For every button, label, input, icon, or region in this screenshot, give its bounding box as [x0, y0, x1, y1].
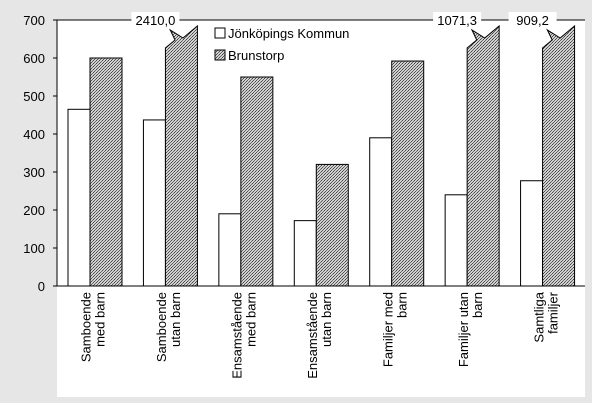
value-label-bg	[131, 12, 180, 28]
bar	[369, 137, 393, 287]
y-tick-label: 300	[23, 165, 45, 180]
bar	[240, 76, 274, 287]
y-tick-label: 700	[23, 13, 45, 28]
legend-label: Jönköpings Kommun	[228, 26, 349, 41]
bar	[89, 57, 123, 287]
y-tick-label: 0	[38, 279, 45, 294]
y-tick-label: 500	[23, 89, 45, 104]
bar	[293, 220, 317, 287]
value-label-bg	[433, 12, 482, 28]
bar	[315, 163, 349, 287]
legend-label: Brunstorp	[228, 48, 284, 63]
bar	[542, 24, 576, 287]
value-label-bg	[508, 12, 557, 28]
bar	[218, 213, 242, 287]
y-tick-label: 400	[23, 127, 45, 142]
x-tick-label: Familjer medbarn	[380, 292, 409, 367]
bar	[520, 180, 544, 287]
x-tick-label: Samtligafamiljer	[531, 291, 560, 342]
y-tick-label: 600	[23, 51, 45, 66]
x-tick-label: Samboendeutan barn	[154, 292, 183, 362]
x-tick-label: Ensamståendeutan barn	[305, 292, 334, 379]
bar	[444, 194, 468, 287]
value-label: 909,2	[516, 13, 549, 28]
value-label: 2410,0	[136, 13, 176, 28]
x-tick-label: Samboendemed barn	[79, 292, 108, 362]
bar	[164, 24, 198, 287]
bar	[142, 119, 166, 287]
legend-swatch	[214, 49, 226, 61]
legend-swatch	[214, 27, 226, 39]
bar	[67, 108, 91, 287]
bar	[391, 60, 425, 287]
bar	[466, 24, 500, 287]
value-label: 1071,3	[437, 13, 477, 28]
x-tick-label: Ensamståendemed barn	[230, 292, 259, 379]
x-tick-label: Familjer utanbarn	[456, 292, 485, 367]
y-tick-label: 100	[23, 241, 45, 256]
y-tick-label: 200	[23, 203, 45, 218]
